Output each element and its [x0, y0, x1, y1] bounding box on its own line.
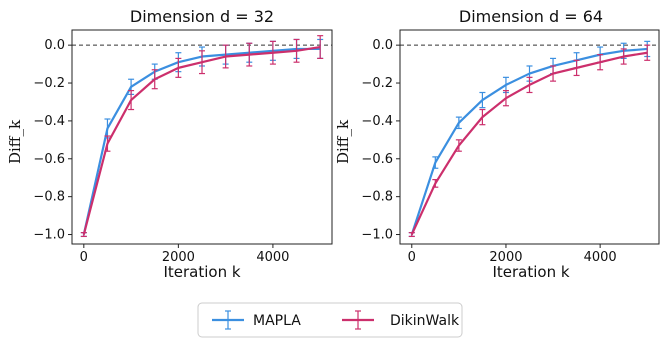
legend-label-mapla: MAPLA [253, 313, 301, 329]
x-tick-label: 2000 [162, 250, 195, 265]
error-bar [151, 69, 158, 90]
legend-frame [197, 302, 463, 338]
y-tick-label: −0.2 [33, 76, 65, 91]
x-tick-label: 4000 [584, 250, 617, 265]
error-bar [222, 44, 229, 69]
legend-label-dikinwalk: DikinWalk [390, 313, 460, 329]
y-axis-label: Diff_k [6, 119, 24, 164]
y-tick-label: −0.2 [361, 76, 393, 91]
axes-frame [71, 29, 333, 245]
legend-swatch-mapla [212, 310, 244, 330]
chart-d32: Dimension d = 32 0.0 −0.2 −0.4 −0.6 −0.8 −1.0… [6, 7, 333, 281]
error-bar [597, 54, 604, 71]
chart-d64: Dimension d = 64 0.0 −0.2 −0.4 −0.6 −0.8 −1.0… [334, 7, 660, 281]
error-bar [269, 40, 276, 65]
y-tick-label: −1.0 [361, 228, 393, 243]
x-tick-label: 4000 [256, 250, 289, 265]
error-bar [128, 90, 135, 111]
y-tick-label: −0.4 [361, 114, 393, 129]
error-bar [199, 50, 205, 75]
plot-area: 0.0 −0.2 −0.4 −0.6 −0.8 −1.0 0 2000 4000 [361, 29, 660, 265]
error-bar [550, 65, 557, 82]
error-bar [317, 35, 324, 60]
y-tick-label: −1.0 [33, 228, 65, 243]
error-bar [455, 139, 462, 152]
y-tick-label: −0.4 [33, 114, 65, 129]
y-tick-label: −0.6 [33, 152, 65, 167]
chart-title: Dimension d = 64 [459, 7, 603, 26]
error-bar [455, 116, 462, 130]
x-axis-label: Iteration k [492, 263, 569, 281]
axes-frame [399, 29, 660, 245]
error-bar [479, 91, 486, 109]
error-bar [620, 48, 627, 65]
error-bar [644, 44, 651, 61]
x-tick-label: 2000 [489, 250, 522, 265]
legend-swatch-dikinwalk [342, 310, 374, 330]
error-bar [526, 76, 533, 94]
error-bar [432, 156, 439, 169]
y-axis-label: Diff_k [334, 119, 352, 164]
error-bar [408, 232, 415, 238]
plot-area: 0.0 −0.2 −0.4 −0.6 −0.8 −1.0 0 2000 4000 [33, 29, 333, 265]
chart-title: Dimension d = 32 [130, 7, 274, 26]
error-bar [104, 135, 111, 152]
legend-entry-mapla: MAPLA [212, 310, 301, 330]
y-tick-label: 0.0 [44, 38, 65, 53]
error-bar [432, 179, 439, 188]
x-tick-label: 0 [408, 250, 416, 265]
error-bar [573, 59, 580, 77]
y-tick-label: −0.6 [361, 152, 393, 167]
error-bar [175, 57, 182, 78]
series-line-dikinwalk [82, 45, 321, 235]
error-bar [502, 90, 509, 107]
legend: MAPLA DikinWalk [197, 302, 463, 338]
y-tick-label: −0.8 [33, 190, 65, 205]
y-tick-label: 0.0 [372, 38, 393, 53]
error-bar [80, 232, 87, 238]
series-line-mapla [82, 47, 321, 235]
x-axis-label: Iteration k [163, 263, 240, 281]
error-bar [293, 38, 300, 63]
error-bar [479, 108, 486, 126]
x-tick-label: 0 [80, 250, 88, 265]
legend-entry-dikinwalk: DikinWalk [342, 310, 460, 330]
y-tick-label: −0.8 [361, 190, 393, 205]
error-bar [246, 42, 253, 67]
